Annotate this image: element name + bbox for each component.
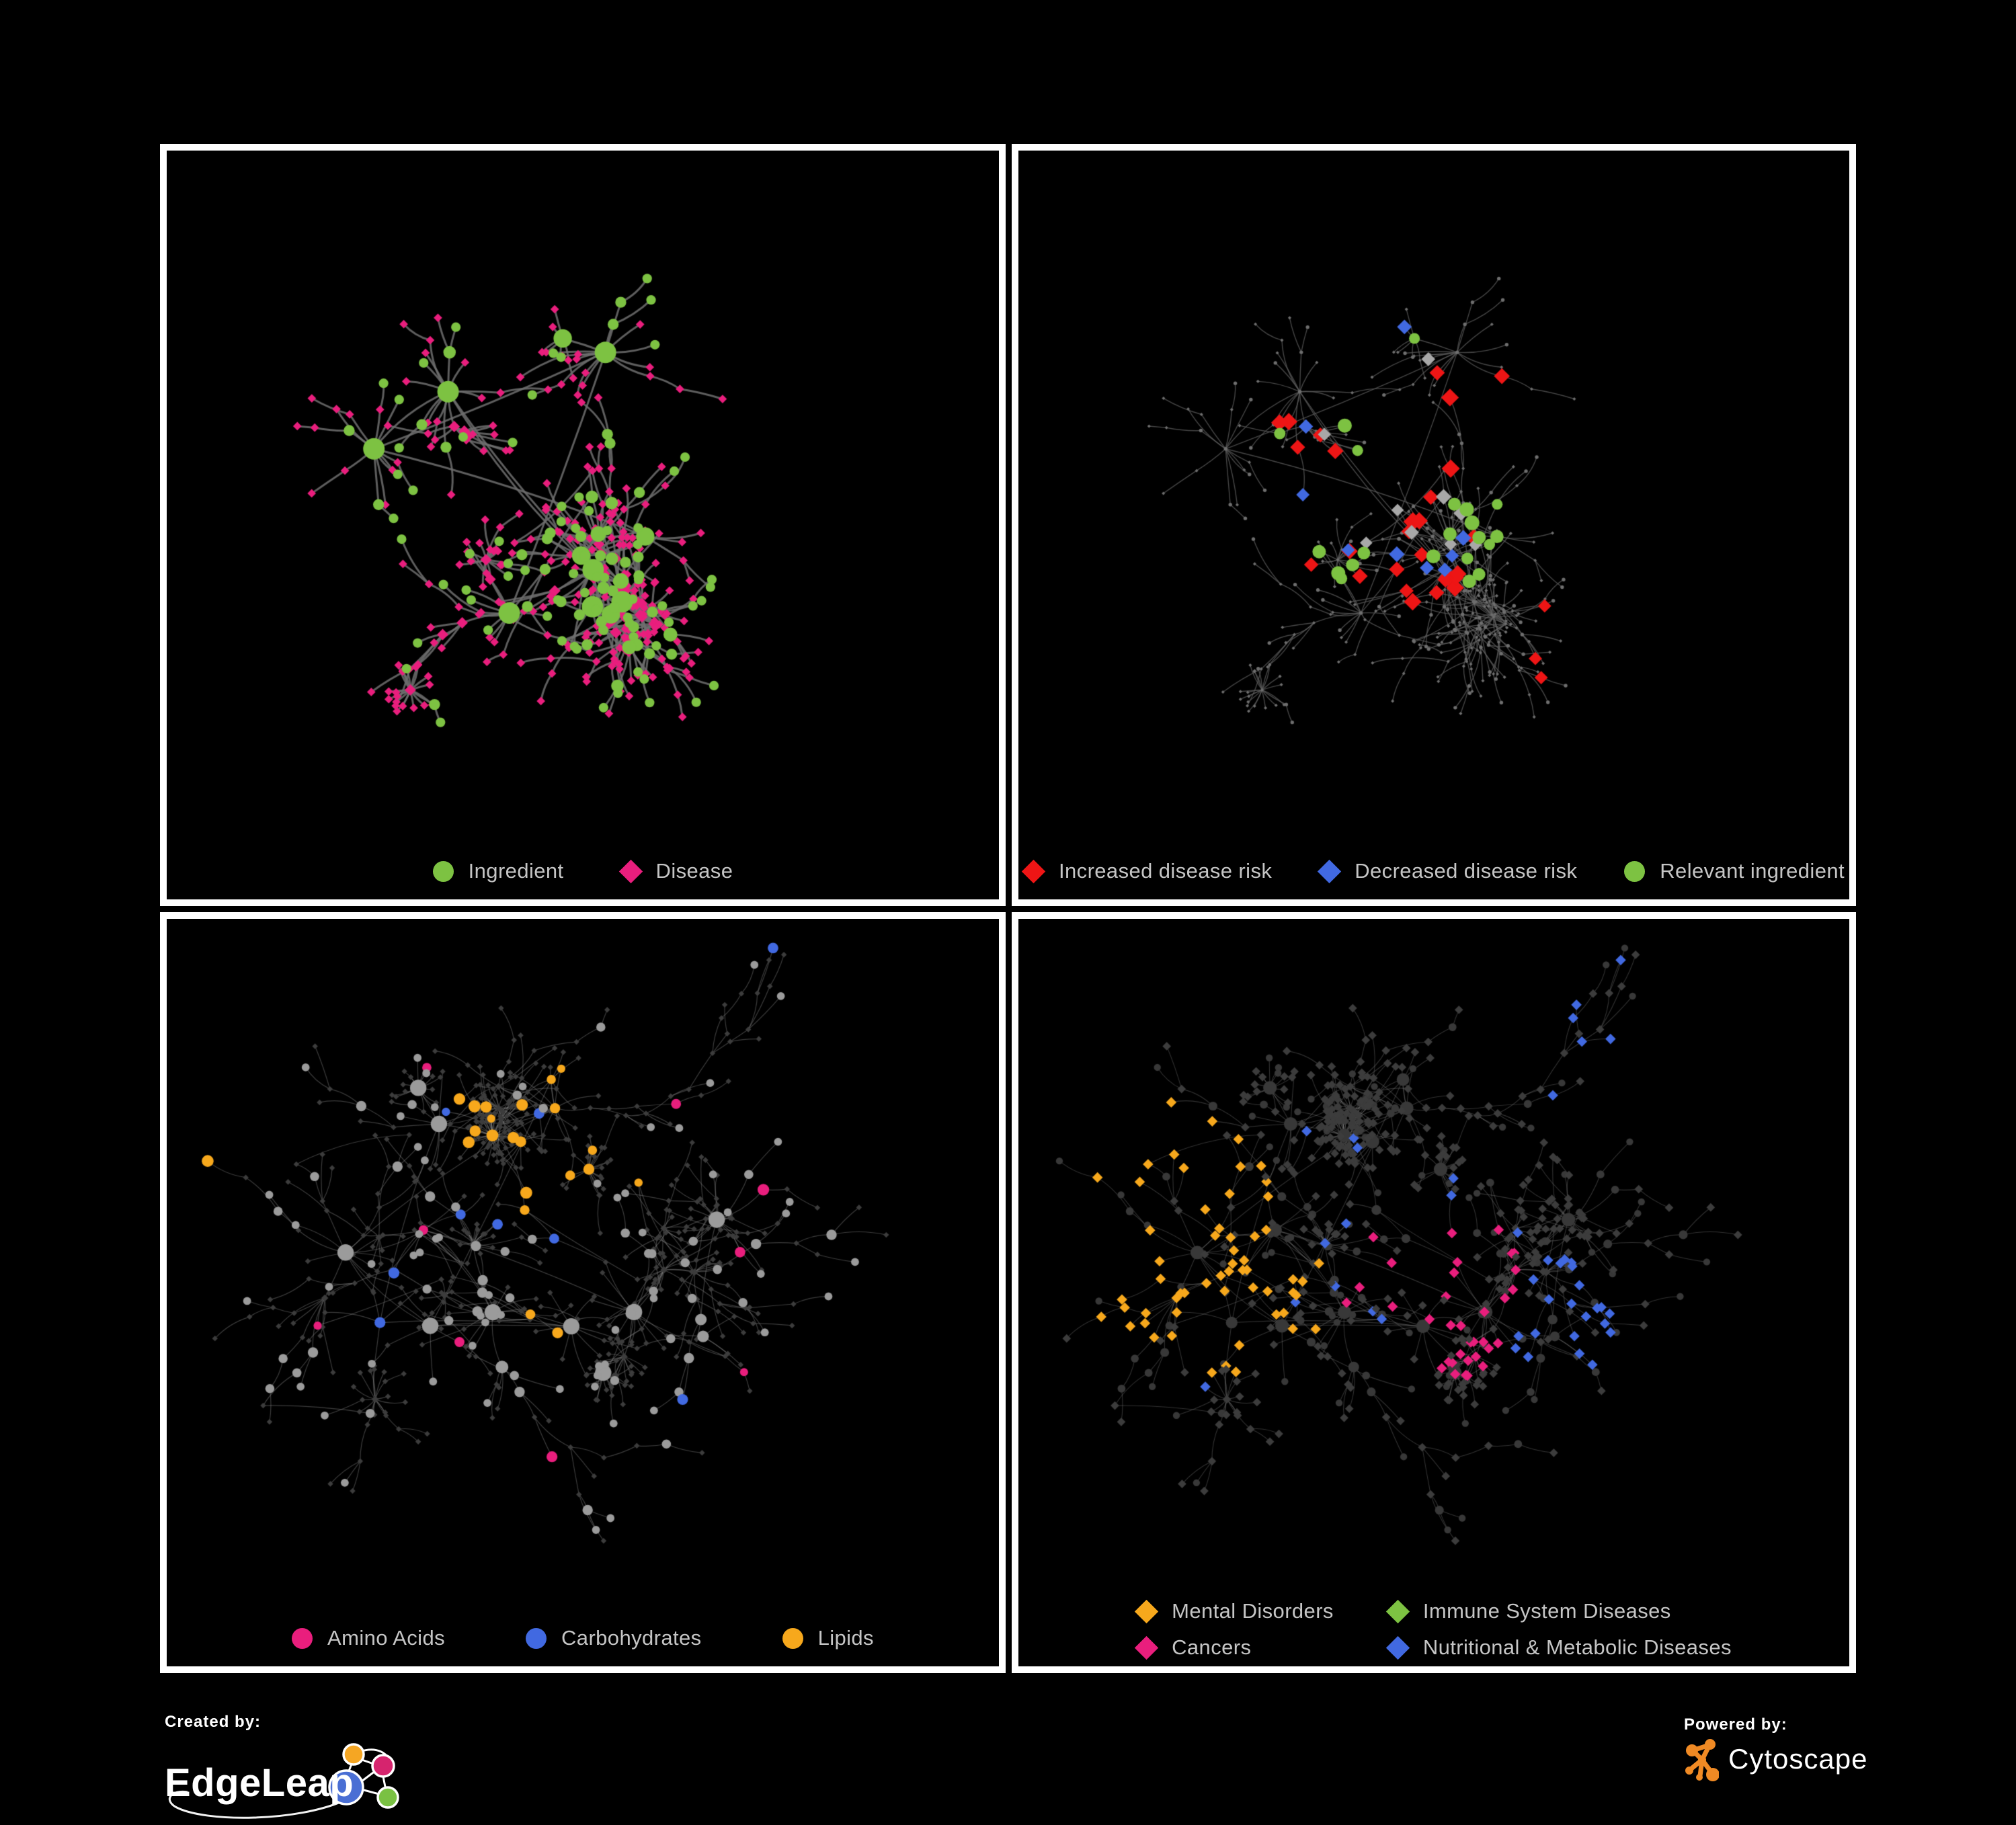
- lipids-swatch-icon: [782, 1627, 803, 1649]
- legend-label: Cancers: [1172, 1635, 1252, 1659]
- increased-risk-swatch-icon: [1021, 859, 1046, 883]
- panel-ingredient-disease: Ingredient Disease: [160, 144, 1006, 906]
- legend-item-decreased-risk: Decreased disease risk: [1318, 859, 1578, 883]
- legend-item-carbohydrates: Carbohydrates: [526, 1626, 702, 1650]
- legend-label: Mental Disorders: [1172, 1599, 1334, 1623]
- cytoscape-glyph-nodes: [1685, 1739, 1719, 1781]
- disease-category-network-canvas: [1018, 919, 1849, 1666]
- disease-swatch-icon: [618, 859, 643, 883]
- legend-item-nutritional-metabolic-diseases: Nutritional & Metabolic Diseases: [1385, 1635, 1732, 1660]
- created-by-block: Created by: EdgeLeap: [165, 1713, 434, 1825]
- decreased-risk-swatch-icon: [1318, 859, 1342, 883]
- amino-acids-swatch-icon: [292, 1627, 313, 1649]
- ingredient-swatch-icon: [432, 860, 454, 882]
- panel-disease-risk: Increased disease risk Decreased disease…: [1012, 144, 1856, 906]
- legend-disease-risk: Increased disease risk Decreased disease…: [1018, 859, 1849, 883]
- legend-item-amino-acids: Amino Acids: [292, 1626, 445, 1650]
- ingredient-disease-network-canvas: [167, 151, 999, 899]
- cytoscape-logo: [1685, 1739, 1719, 1781]
- edgeleap-node-blue: [328, 1769, 364, 1806]
- legend-item-disease: Disease: [618, 859, 733, 883]
- legend-label: Decreased disease risk: [1355, 859, 1578, 883]
- relevant-ingredient-swatch-icon: [1624, 860, 1646, 882]
- edgeleap-logo: EdgeLeap: [165, 1743, 399, 1819]
- legend-label: Immune System Diseases: [1422, 1599, 1671, 1623]
- edgeleap-node-orange: [342, 1743, 365, 1766]
- powered-by-block: Powered by: Cytoscape: [1684, 1715, 1867, 1781]
- disease-risk-network-canvas: [1018, 151, 1849, 899]
- cytoscape-wordmark: Cytoscape: [1728, 1743, 1868, 1775]
- edgeleap-node-pink: [371, 1754, 395, 1778]
- legend-label: Increased disease risk: [1059, 859, 1273, 883]
- legend-label: Lipids: [817, 1626, 874, 1650]
- panel-ingredient-categories: Amino Acids Carbohydrates Lipids: [160, 912, 1006, 1673]
- legend-label: Nutritional & Metabolic Diseases: [1422, 1635, 1732, 1659]
- legend-item-ingredient: Ingredient: [432, 859, 564, 883]
- legend-item-cancers: Cancers: [1134, 1635, 1334, 1660]
- carbohydrates-swatch-icon: [526, 1627, 547, 1649]
- edgeleap-node-green: [376, 1786, 399, 1809]
- legend-item-relevant-ingredient: Relevant ingredient: [1624, 859, 1845, 883]
- edgeleap-swoosh: [168, 1790, 346, 1819]
- legend-item-mental-disorders: Mental Disorders: [1134, 1599, 1334, 1623]
- legend-label: Ingredient: [468, 859, 564, 883]
- ingredient-category-network-canvas: [167, 919, 999, 1666]
- legend-label: Relevant ingredient: [1660, 859, 1845, 883]
- immune-system-diseases-swatch-icon: [1385, 1599, 1410, 1623]
- legend-ingredient-categories: Amino Acids Carbohydrates Lipids: [167, 1626, 999, 1650]
- created-by-label: Created by:: [165, 1713, 261, 1731]
- legend-item-immune-system-diseases: Immune System Diseases: [1385, 1599, 1732, 1623]
- edgeleap-wordmark: EdgeLeap: [165, 1761, 354, 1805]
- legend-disease-categories: Mental Disorders Immune System Diseases …: [1018, 1599, 1849, 1660]
- legend-ingredient-disease: Ingredient Disease: [167, 859, 999, 883]
- panel-disease-categories: Mental Disorders Immune System Diseases …: [1012, 912, 1856, 1673]
- legend-item-increased-risk: Increased disease risk: [1021, 859, 1273, 883]
- legend-label: Disease: [655, 859, 733, 883]
- legend-item-lipids: Lipids: [782, 1626, 874, 1650]
- nutritional-metabolic-swatch-icon: [1385, 1635, 1410, 1660]
- mental-disorders-swatch-icon: [1134, 1599, 1159, 1623]
- legend-label: Amino Acids: [327, 1626, 446, 1650]
- legend-label: Carbohydrates: [561, 1626, 702, 1650]
- cancers-swatch-icon: [1134, 1635, 1159, 1660]
- powered-by-label: Powered by:: [1684, 1715, 1787, 1734]
